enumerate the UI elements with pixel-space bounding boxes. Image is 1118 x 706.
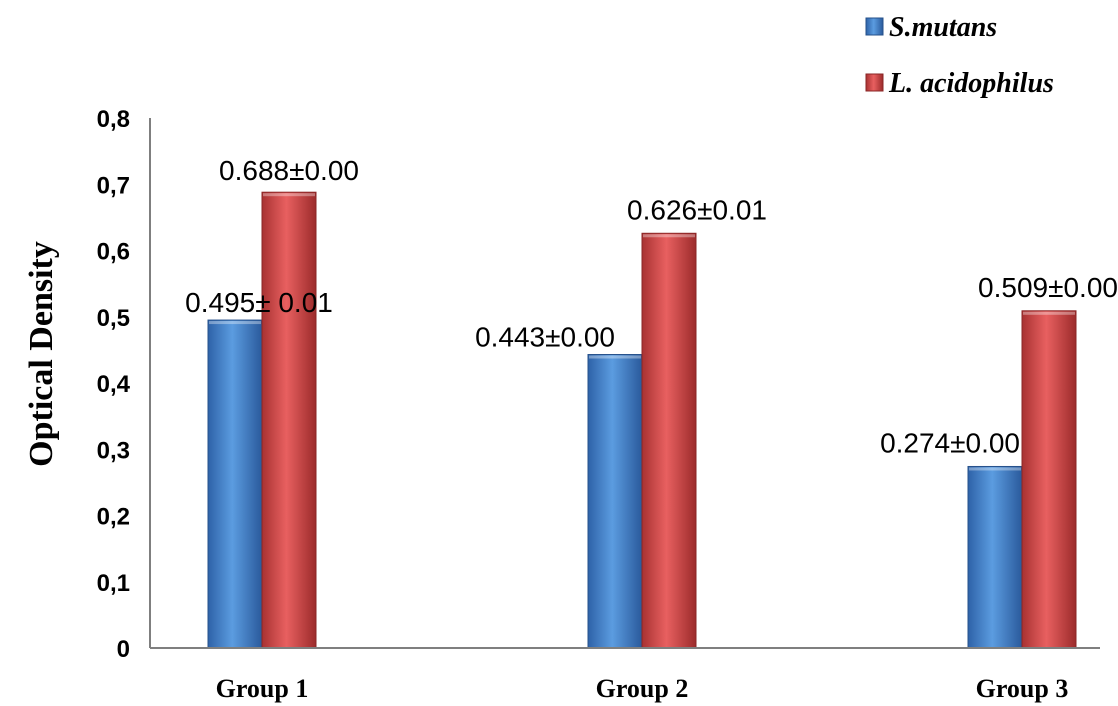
category-labels: Group 1 Group 2 Group 3 [216,674,1069,703]
y-tick-label: 0,7 [97,172,130,199]
y-tick-label: 0,2 [97,504,130,531]
bar-top-highlight [589,355,641,359]
l-acidophilus-bar-group-1 [261,191,317,649]
s-mutans-bar-group-2 [587,354,643,649]
legend: S.mutans L. acidophilus [865,12,1054,99]
y-axis-title: Optical Density [23,241,60,467]
data-labels: 0.495± 0.01 0.443±0.00 0.274±0.00 0.688±0.0… [185,155,1118,458]
y-tick-label: 0 [117,636,130,663]
category-label: Group 2 [596,674,689,703]
data-label: 0.688±0.00 [219,155,359,186]
category-label: Group 1 [216,674,309,703]
y-tick-label: 0,1 [97,570,130,597]
bar-top-highlight [643,234,695,238]
data-label: 0.495± 0.01 [185,287,333,318]
data-label: 0.274±0.00 [880,427,1020,458]
legend-label: S.mutans [889,12,997,43]
l-acidophilus-bar-group-2 [641,232,697,649]
data-label: 0.443±0.00 [475,322,615,353]
data-label: 0.626±0.01 [627,194,767,225]
s-mutans-bar-group-3 [967,465,1023,649]
y-tick-label: 0,8 [97,106,130,133]
legend-swatch [865,73,884,92]
l-acidophilus-bar-group-3 [1021,310,1077,649]
legend-swatch [865,17,884,36]
y-tick-label: 0,4 [97,371,131,398]
y-tick-label: 0,5 [97,305,130,332]
y-tick-label: 0,6 [97,239,130,266]
y-tick-labels: 0 0,1 0,2 0,3 0,4 0,5 0,6 0,7 0,8 [97,106,131,663]
bars [207,191,1077,649]
category-label: Group 3 [976,674,1069,703]
bar-top-highlight [969,467,1021,471]
data-label: 0.509±0.00 [978,272,1118,303]
bar-top-highlight [209,321,261,325]
legend-label: L. acidophilus [888,68,1054,99]
y-tick-label: 0,3 [97,437,130,464]
bar-top-highlight [263,193,315,197]
bar-top-highlight [1023,311,1075,315]
s-mutans-bar-group-1 [207,319,263,649]
